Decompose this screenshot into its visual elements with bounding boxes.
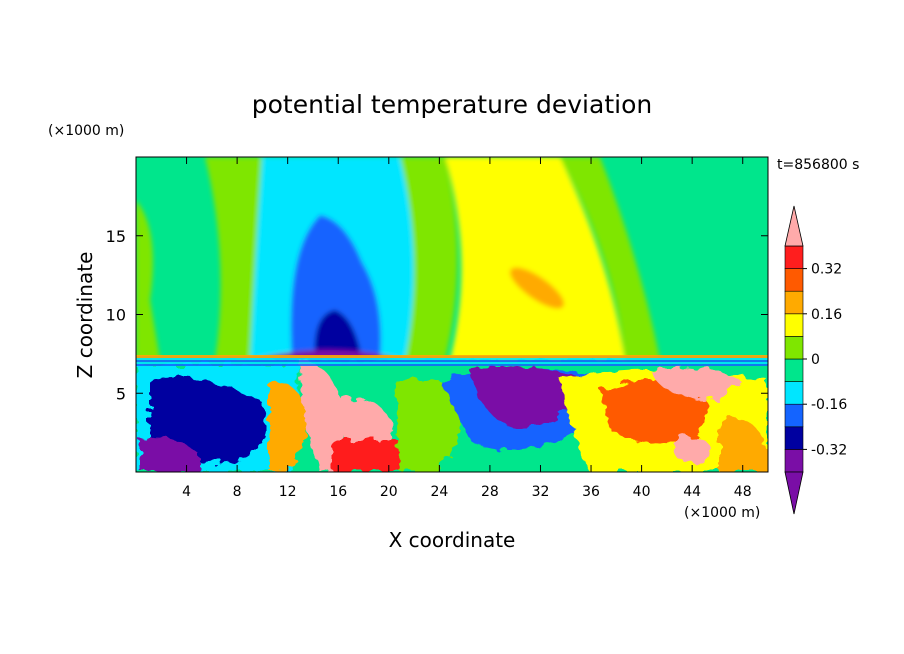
- x-unit-label: (×1000 m): [684, 505, 760, 521]
- x-axis: 4 8 12 16 20 24 28 32 36 40 44 48: [182, 157, 752, 500]
- colorbar-label: -0.32: [811, 442, 847, 458]
- y-axis: 5 10 15: [106, 227, 768, 403]
- contour-field: [136, 157, 768, 472]
- x-tick-label: 4: [182, 484, 191, 500]
- y-axis-label: Z coordinate: [73, 252, 97, 379]
- y-tick-label: 15: [106, 227, 126, 246]
- colorbar-label: 0: [811, 352, 820, 368]
- colorbar-swatch: [784, 403, 804, 428]
- colorbar-swatch: [784, 336, 804, 360]
- chart-title: potential temperature deviation: [252, 90, 652, 119]
- colorbar-swatch: [784, 381, 804, 405]
- x-tick-label: 16: [329, 484, 347, 500]
- colorbar-swatch: [784, 449, 804, 473]
- x-tick-label: 12: [279, 484, 297, 500]
- x-axis-label: X coordinate: [389, 528, 516, 552]
- time-label: t=856800 s: [777, 157, 859, 173]
- colorbar-over-arrow: [784, 205, 804, 247]
- x-tick-label: 48: [734, 484, 752, 500]
- x-tick-label: 28: [481, 484, 499, 500]
- x-tick-label: 8: [233, 484, 242, 500]
- colorbar-swatch: [784, 245, 804, 269]
- colorbar-swatch: [784, 290, 804, 315]
- colorbar-swatch: [784, 268, 804, 292]
- y-tick-label: 10: [106, 306, 126, 325]
- x-tick-label: 36: [582, 484, 600, 500]
- colorbar-swatch: [784, 358, 804, 382]
- y-unit-label: (×1000 m): [48, 123, 124, 139]
- colorbar-label: -0.16: [811, 397, 847, 413]
- x-tick-label: 32: [532, 484, 550, 500]
- colorbar-label: 0.32: [811, 262, 842, 278]
- x-tick-label: 44: [683, 484, 701, 500]
- y-tick-label: 5: [116, 384, 126, 403]
- x-tick-label: 24: [430, 484, 448, 500]
- colorbar-swatch: [784, 313, 804, 337]
- colorbar-under-arrow: [784, 471, 804, 515]
- x-tick-label: 20: [380, 484, 398, 500]
- colorbar-label: 0.16: [811, 307, 842, 323]
- colorbar-swatch: [784, 426, 804, 450]
- colorbar: 0.32 0.16 0 -0.16 -0.32: [784, 205, 847, 515]
- x-tick-label: 40: [633, 484, 651, 500]
